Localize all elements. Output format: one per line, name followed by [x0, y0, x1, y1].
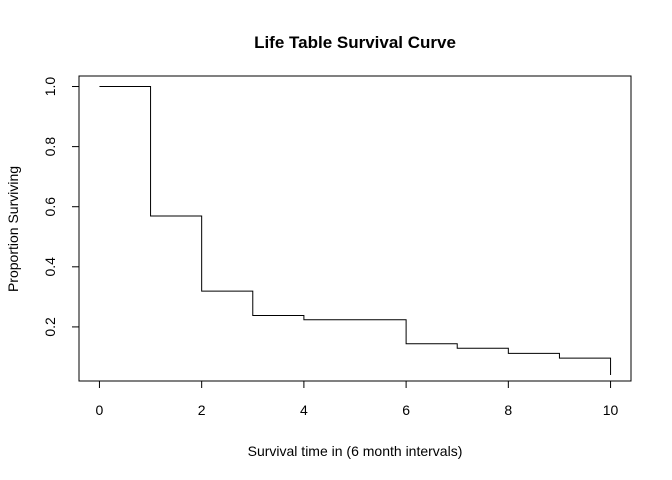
x-tick-label: 2	[198, 402, 206, 418]
y-tick-label: 1.0	[42, 77, 58, 97]
x-tick-label: 0	[96, 402, 104, 418]
x-tick-label: 10	[603, 402, 619, 418]
x-tick-label: 4	[300, 402, 308, 418]
survival-step-line	[99, 86, 612, 375]
y-axis-label: Proportion Surviving	[5, 166, 21, 292]
x-axis-label: Survival time in (6 month intervals)	[248, 443, 463, 459]
plot-frame	[78, 75, 632, 382]
x-tick-label: 6	[402, 402, 410, 418]
y-tick-label: 0.6	[42, 197, 58, 217]
x-axis: 0 2 4 6 8 10	[96, 380, 619, 418]
y-tick-label: 0.8	[42, 137, 58, 157]
x-tick-label: 8	[504, 402, 512, 418]
y-axis: 0.2 0.4 0.6 0.8 1.0	[42, 77, 80, 337]
y-tick-label: 0.2	[42, 317, 58, 337]
y-tick-label: 0.4	[42, 257, 58, 277]
chart-title: Life Table Survival Curve	[254, 33, 456, 52]
